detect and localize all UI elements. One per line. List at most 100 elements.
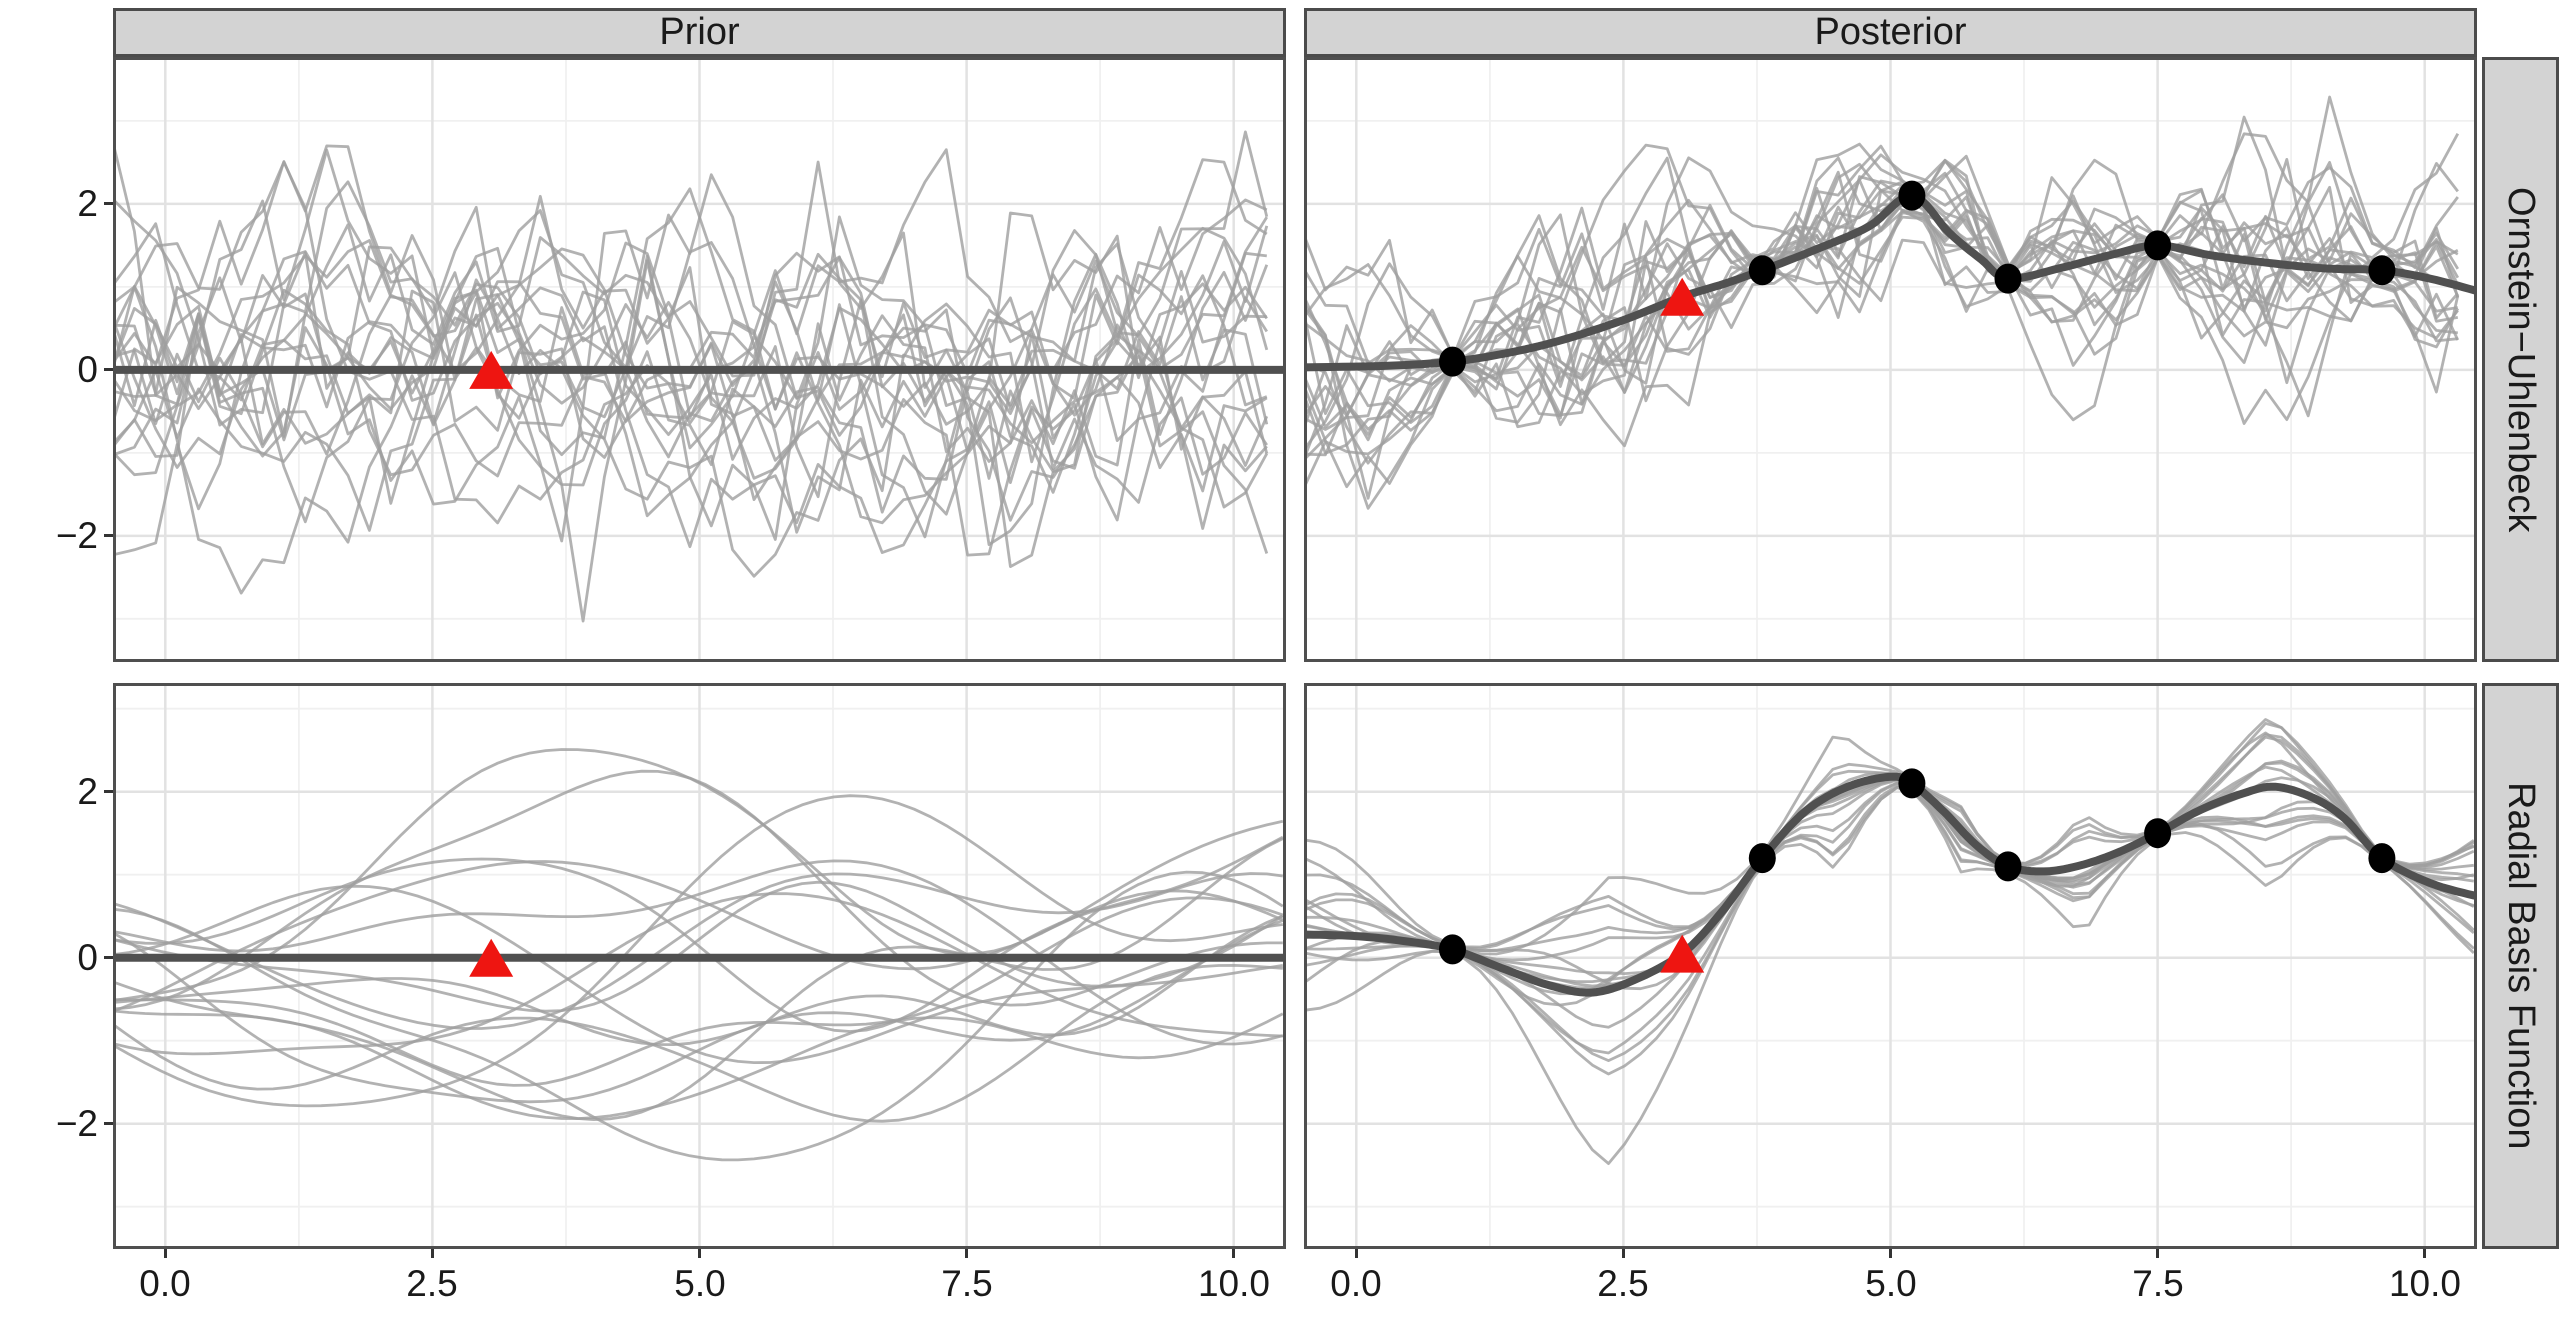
observation-point (1439, 934, 1466, 965)
observation-point (2144, 818, 2172, 849)
x-tick-mark (2423, 1249, 2426, 1258)
gp-sample-path (111, 256, 1268, 504)
x-tick-label: 2.5 (1597, 1263, 1649, 1304)
gp-sample-path (1302, 188, 2459, 500)
facet-strip-posterior: Posterior (1304, 8, 2477, 57)
x-tick-mark (698, 1249, 701, 1258)
x-tick-label: 0.0 (139, 1263, 191, 1304)
x-tick-mark (1355, 1249, 1358, 1258)
gp-sample-path (112, 884, 1284, 1065)
gp-sample-path (111, 148, 1268, 547)
gp-sample-path (1302, 115, 2460, 448)
facet-strip-prior-label: Prior (659, 11, 740, 53)
facet-strip-ornstein-uhlenbeck: Ornstein−Uhlenbeck (2482, 57, 2559, 662)
gp-sample-path (1303, 142, 2460, 431)
test-point-triangle (469, 350, 514, 389)
y-tick-label: −2 (55, 515, 98, 556)
gp-sample-path (1303, 759, 2474, 1012)
x-tick-mark (965, 1249, 968, 1258)
gp-sample-path (112, 859, 1284, 1046)
y-tick-label: −2 (55, 1103, 98, 1144)
x-tick-label: 10.0 (2388, 1263, 2461, 1304)
gp-sample-path (1303, 722, 2475, 953)
gp-sample-path (1302, 159, 2459, 442)
facet-strip-posterior-label: Posterior (1814, 11, 1967, 53)
gp-sample-path (112, 860, 1284, 1013)
y-tick-label: 2 (77, 771, 98, 812)
gp-sample-path (112, 963, 1283, 1123)
gp-sample-path (112, 198, 1268, 534)
panel-border (113, 57, 1286, 662)
gp-sample-path (1302, 153, 2459, 489)
x-tick-label: 5.0 (674, 1263, 726, 1304)
y-tick-mark (104, 534, 113, 537)
x-tick-label: 7.5 (2132, 1263, 2184, 1304)
gp-sample-path (112, 914, 1284, 1047)
x-tick-mark (1622, 1249, 1625, 1258)
x-tick-mark (431, 1249, 434, 1258)
panel-ou-prior (111, 57, 1286, 662)
observation-point (1994, 851, 2022, 882)
gp-sample-path (1303, 784, 2475, 1063)
gp-sample-path (112, 892, 1283, 1056)
gp-sample-path (112, 837, 1284, 1122)
test-point-triangle (1660, 934, 1705, 973)
y-tick-label: 2 (77, 183, 98, 224)
panel-rbf-posterior (1303, 683, 2479, 1249)
observation-point (2144, 230, 2172, 261)
gp-sample-path (1303, 735, 2475, 956)
gp-sample-path (112, 1009, 1284, 1121)
gp-sample-path (1303, 777, 2475, 962)
observation-point (1898, 180, 1926, 211)
gp-sample-path (1303, 775, 2475, 1029)
gp-sample-path (1303, 733, 2475, 1166)
facet-strip-ornstein-uhlenbeck-label: Ornstein−Uhlenbeck (2500, 186, 2542, 533)
gp-sample-path (111, 130, 1269, 578)
y-tick-label: 0 (77, 349, 98, 390)
gp-sample-path (1303, 777, 2475, 949)
x-tick-label: 2.5 (406, 1263, 458, 1304)
panel-border (1304, 683, 2477, 1249)
panel-border (113, 683, 1286, 1249)
x-tick-mark (2156, 1249, 2159, 1258)
test-point-triangle (1660, 277, 1705, 316)
x-tick-label: 7.5 (941, 1263, 993, 1304)
x-tick-label: 10.0 (1197, 1263, 1270, 1304)
observation-point (2368, 255, 2396, 286)
panel-ou-posterior (1302, 57, 2479, 662)
x-tick-mark (164, 1249, 167, 1258)
observation-point (1439, 346, 1466, 377)
gp-sample-path (112, 794, 1283, 1108)
gp-sample-path (112, 769, 1283, 1011)
facet-strip-radial-basis-function: Radial Basis Function (2482, 683, 2559, 1249)
gp-mean-line (1303, 191, 2479, 372)
gp-sample-path (111, 160, 1269, 509)
y-tick-mark (104, 790, 113, 793)
gp-sample-path (111, 187, 1269, 505)
x-tick-mark (1232, 1249, 1235, 1258)
test-point-triangle (469, 938, 514, 977)
facet-strip-radial-basis-function-label: Radial Basis Function (2500, 782, 2542, 1150)
observation-point (1994, 263, 2022, 294)
y-tick-mark (104, 1122, 113, 1125)
gp-mean-line (1303, 772, 2479, 997)
gp-sample-path (112, 896, 1284, 1087)
y-tick-mark (104, 368, 113, 371)
gp-sample-path (111, 148, 1268, 427)
x-tick-label: 0.0 (1330, 1263, 1382, 1304)
facet-strip-prior: Prior (113, 8, 1286, 57)
gp-sample-path (1302, 200, 2460, 436)
x-tick-label: 5.0 (1865, 1263, 1917, 1304)
gp-sample-path (112, 880, 1284, 1013)
gp-sample-path (112, 870, 1284, 1162)
y-tick-mark (104, 956, 113, 959)
observation-point (1748, 255, 1776, 286)
panel-border (1304, 57, 2477, 662)
panel-rbf-prior (112, 683, 1286, 1249)
observation-point (1748, 843, 1776, 874)
y-tick-mark (104, 202, 113, 205)
gp-sample-path (1302, 95, 2459, 451)
observation-point (2368, 843, 2396, 874)
y-tick-label: 0 (77, 937, 98, 978)
